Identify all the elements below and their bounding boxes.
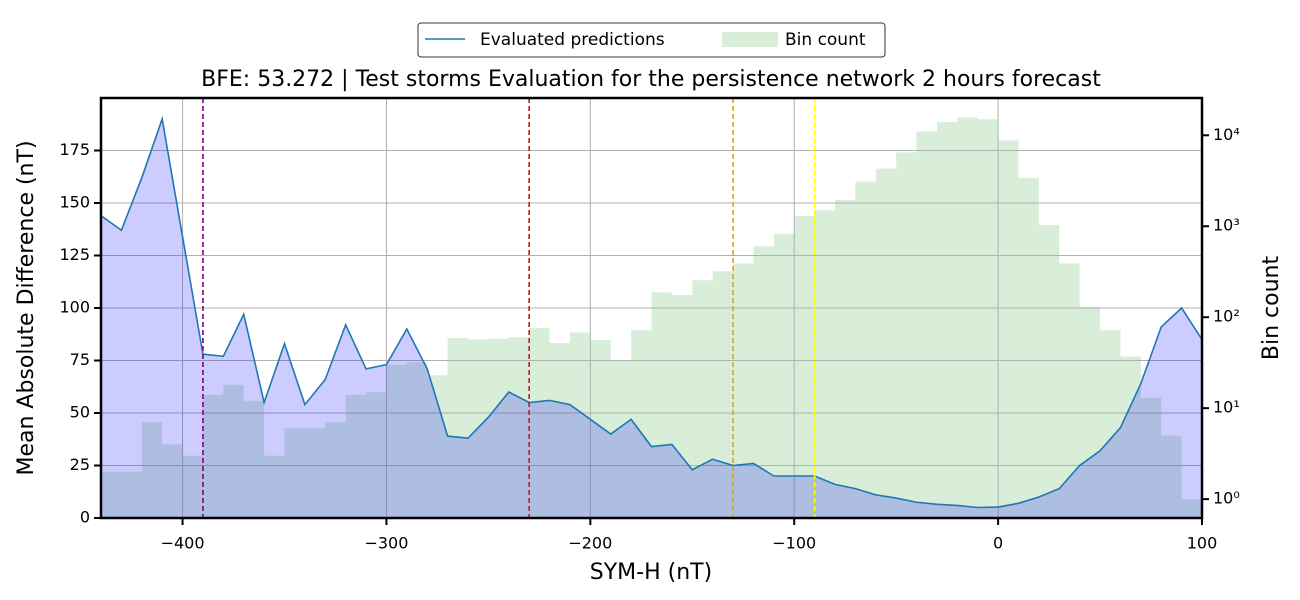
line	[101, 115, 1202, 509]
histogram-bar	[1059, 263, 1080, 518]
histogram-bar	[957, 117, 978, 518]
y2-axis-label: Bin count	[1259, 256, 1284, 361]
histogram-bar	[549, 343, 570, 518]
histogram-bar	[712, 271, 734, 518]
y2-tick-label: 10³	[1213, 216, 1240, 235]
x-tick-label: 100	[1187, 534, 1218, 553]
histogram-bar	[427, 375, 448, 518]
histogram-bar	[101, 471, 122, 518]
histogram-bar	[896, 152, 917, 518]
histogram-bar	[1038, 225, 1060, 518]
histogram-bar	[325, 422, 346, 518]
histogram-bar	[284, 428, 305, 518]
y2-tick-label: 10⁰	[1213, 489, 1240, 508]
y2-tick-label: 10²	[1213, 307, 1240, 326]
y-tick-label: 0	[80, 508, 90, 527]
chart-title: BFE: 53.272 | Test storms Evaluation for…	[201, 67, 1101, 92]
y-tick-label: 150	[59, 193, 90, 212]
histogram-bar	[386, 364, 407, 518]
histogram-bar	[488, 338, 509, 518]
histogram-bar	[998, 140, 1019, 518]
histogram-bar	[304, 428, 326, 518]
histogram-bar	[753, 246, 774, 518]
histogram-bar	[162, 444, 183, 518]
histogram-bar	[366, 392, 387, 518]
y-tick-label: 75	[70, 350, 90, 369]
y-tick-label: 100	[59, 298, 90, 317]
histogram-bar	[1100, 330, 1121, 518]
y-tick-label: 125	[59, 245, 90, 264]
histogram-bar	[223, 384, 244, 518]
histogram-bar	[406, 362, 428, 518]
legend-label: Evaluated predictions	[480, 30, 665, 50]
histogram-bar	[243, 400, 265, 518]
histogram-bar	[733, 263, 754, 518]
histogram-bar	[773, 233, 795, 518]
histogram-bar	[345, 394, 367, 518]
histogram-bar	[264, 455, 285, 518]
histogram-bar	[692, 280, 713, 518]
histogram-bar	[529, 328, 550, 518]
histogram-bar	[121, 471, 142, 518]
histogram-bar	[1181, 499, 1202, 518]
histogram-bar	[855, 181, 876, 518]
histogram-bar	[936, 121, 958, 518]
x-tick-label: 0	[993, 534, 1003, 553]
y-tick-label: 175	[59, 140, 90, 159]
histogram-bar	[1018, 177, 1039, 518]
histogram-bar	[835, 199, 856, 518]
histogram-bar	[814, 210, 835, 518]
y2-tick-label: 10¹	[1213, 398, 1240, 417]
histogram-bar	[794, 215, 815, 518]
histogram-bar	[651, 292, 672, 518]
histogram-bar	[141, 422, 163, 518]
histogram-bar	[447, 338, 468, 518]
x-tick-label: −100	[772, 534, 816, 553]
y2-tick-label: 10⁴	[1213, 125, 1240, 144]
histogram-bar	[610, 360, 632, 518]
legend-bar-swatch	[722, 32, 778, 47]
y-tick-label: 50	[70, 403, 90, 422]
histogram-bar	[1120, 356, 1141, 518]
y-tick-label: 25	[70, 455, 90, 474]
histogram-bar	[1161, 435, 1182, 518]
y-axis-label: Mean Absolute Difference (nT)	[14, 140, 39, 475]
x-tick-label: −200	[568, 534, 612, 553]
histogram-bar	[631, 330, 652, 518]
x-tick-label: −300	[364, 534, 408, 553]
legend: Evaluated predictions Bin count	[417, 22, 886, 58]
plot-area: −400 −300 −200 −100 0 100 0 25 50 75 100 125 150 175 1…	[59, 96, 1240, 553]
x-axis-label: SYM-H (nT)	[590, 560, 712, 585]
legend-frame	[417, 22, 886, 58]
legend-label: Bin count	[785, 30, 866, 50]
histogram-bar	[1140, 397, 1162, 518]
histogram-bar	[182, 455, 203, 518]
histogram-bar	[590, 340, 611, 518]
plot-content	[101, 98, 1202, 518]
histogram-bar	[508, 337, 530, 518]
histogram-bar	[202, 394, 224, 518]
area	[101, 119, 1202, 518]
x-tick-label: −400	[161, 534, 205, 553]
histogram-bar	[916, 131, 937, 518]
histogram-bar	[977, 119, 999, 518]
histogram-bar	[569, 332, 591, 518]
